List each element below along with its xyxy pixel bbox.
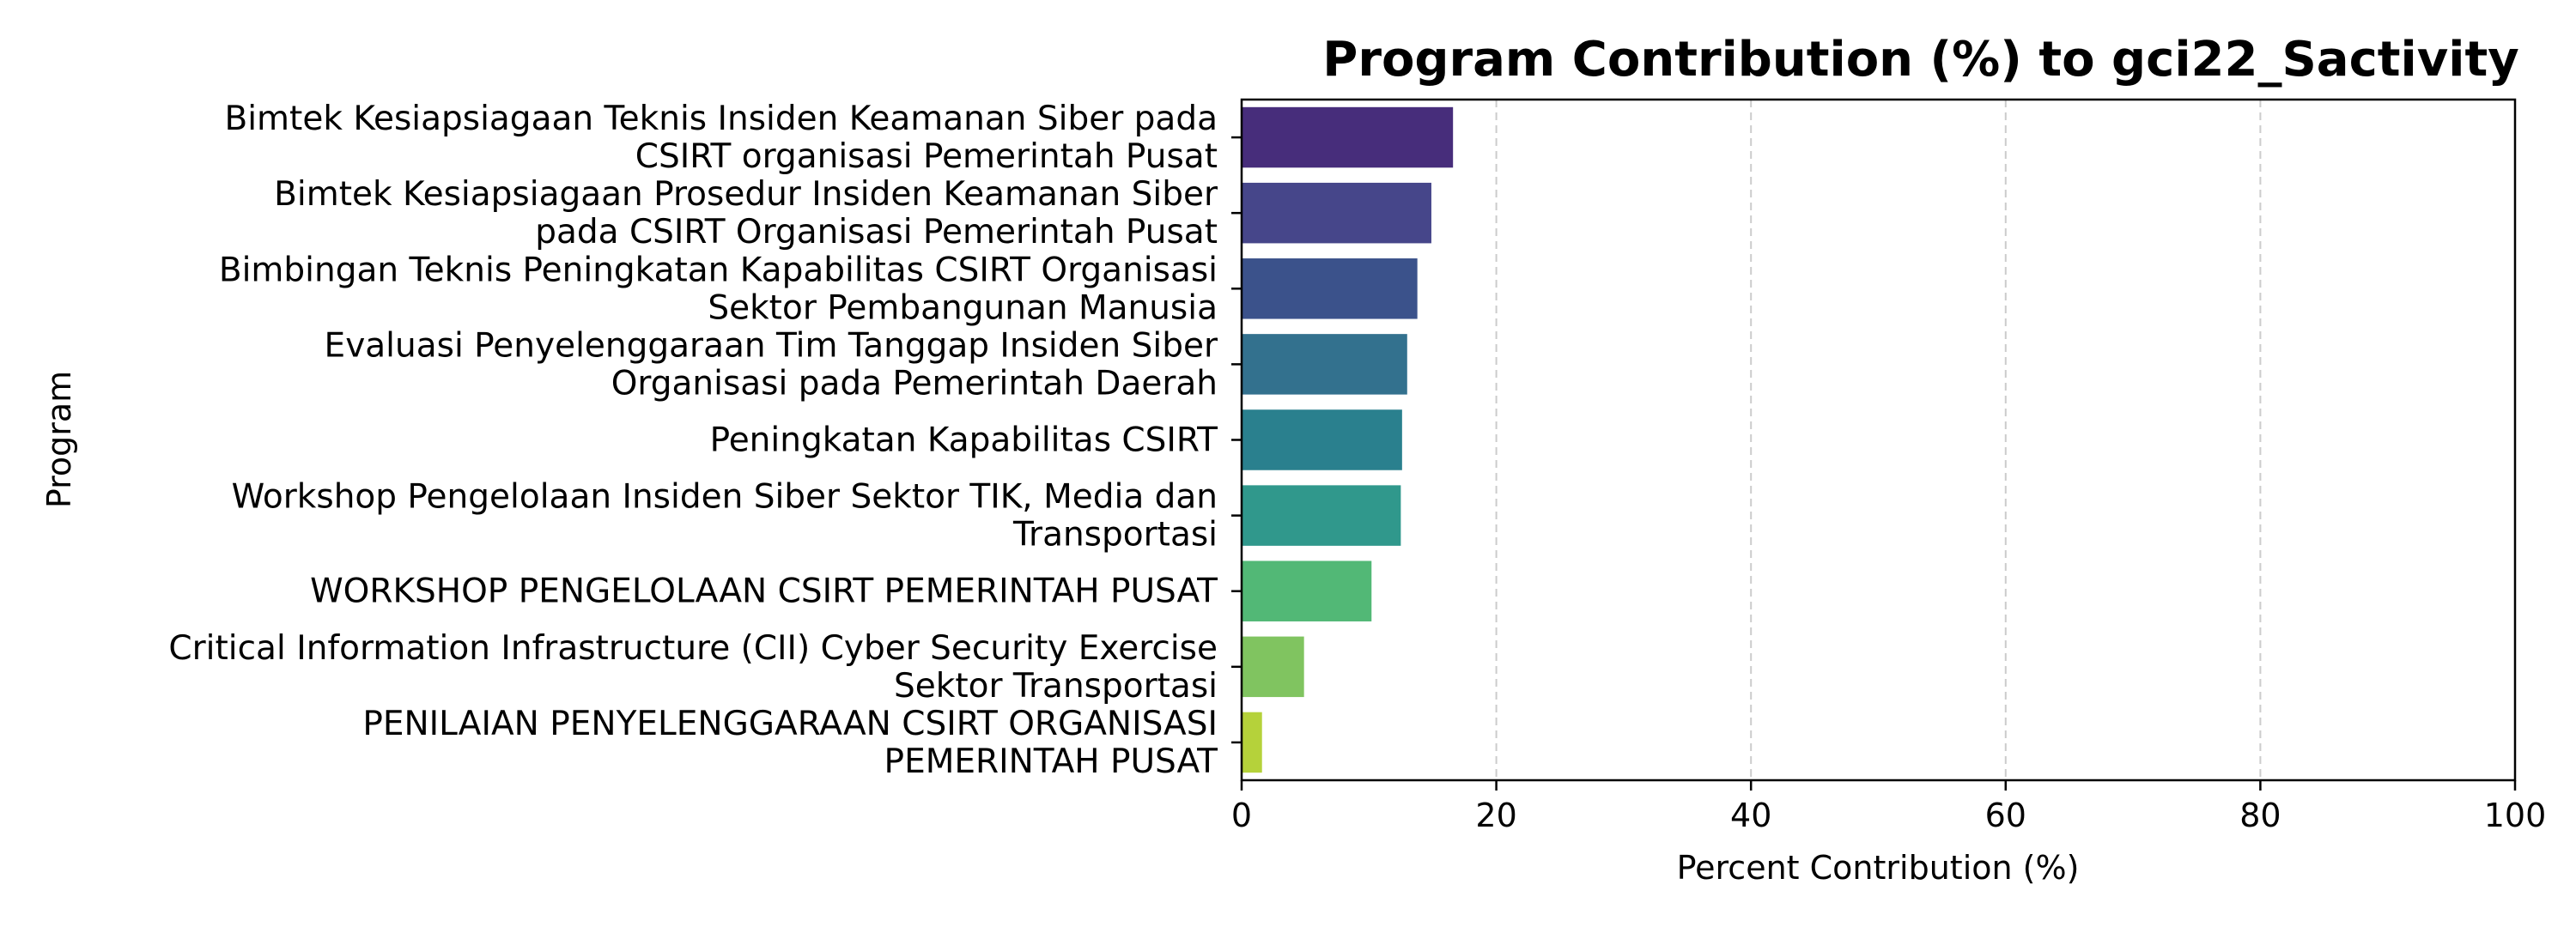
y-tick-label: Peningkatan Kapabilitas CSIRT — [710, 421, 1218, 460]
x-axis-ticks: 0 20 40 60 80 100 — [1231, 780, 2546, 834]
bar — [1242, 182, 1431, 244]
y-tick-label: Workshop Pengelolaan Insiden Siber Sekto… — [232, 478, 1218, 554]
y-tick-label: Bimbingan Teknis Peningkatan Kapabilitas… — [219, 251, 1218, 327]
bar — [1242, 258, 1418, 319]
y-tick-label: WORKSHOP PENGELOLAAN CSIRT PEMERINTAH PU… — [310, 573, 1218, 611]
x-axis-label: Percent Contribution (%) — [1677, 849, 2080, 887]
x-tick-label: 0 — [1231, 797, 1252, 834]
bar — [1242, 560, 1372, 621]
x-tick-label: 80 — [2239, 797, 2281, 834]
x-tick-label: 40 — [1730, 797, 1771, 834]
bar — [1242, 485, 1401, 546]
x-tick-label: 20 — [1475, 797, 1516, 834]
y-tick-label: Bimtek Kesiapsiagaan Teknis Insiden Keam… — [224, 100, 1218, 176]
x-tick-label: 60 — [1985, 797, 2026, 834]
bar — [1242, 106, 1454, 168]
y-tick-label: Critical Information Infrastructure (CII… — [168, 629, 1218, 706]
grid — [1495, 100, 2262, 780]
y-axis-label: Program — [40, 371, 78, 508]
y-axis-ticks: Bimtek Kesiapsiagaan Teknis Insiden Keam… — [168, 100, 1242, 781]
plot-frame — [1240, 98, 2517, 782]
bar — [1242, 409, 1402, 470]
x-tick-label: 100 — [2484, 797, 2547, 834]
chart-title: Program Contribution (%) to gci22_Sactiv… — [1322, 32, 2518, 88]
bars — [1242, 106, 1454, 773]
bar — [1242, 334, 1407, 395]
y-tick-label: PENILAIAN PENYELENGGARAAN CSIRT ORGANISA… — [362, 705, 1218, 781]
bar — [1242, 636, 1304, 698]
bar — [1242, 712, 1262, 773]
y-tick-label: Evaluasi Penyelenggaraan Tim Tanggap Ins… — [325, 326, 1218, 403]
y-tick-label: Bimtek Kesiapsiagaan Prosedur Insiden Ke… — [274, 175, 1218, 251]
